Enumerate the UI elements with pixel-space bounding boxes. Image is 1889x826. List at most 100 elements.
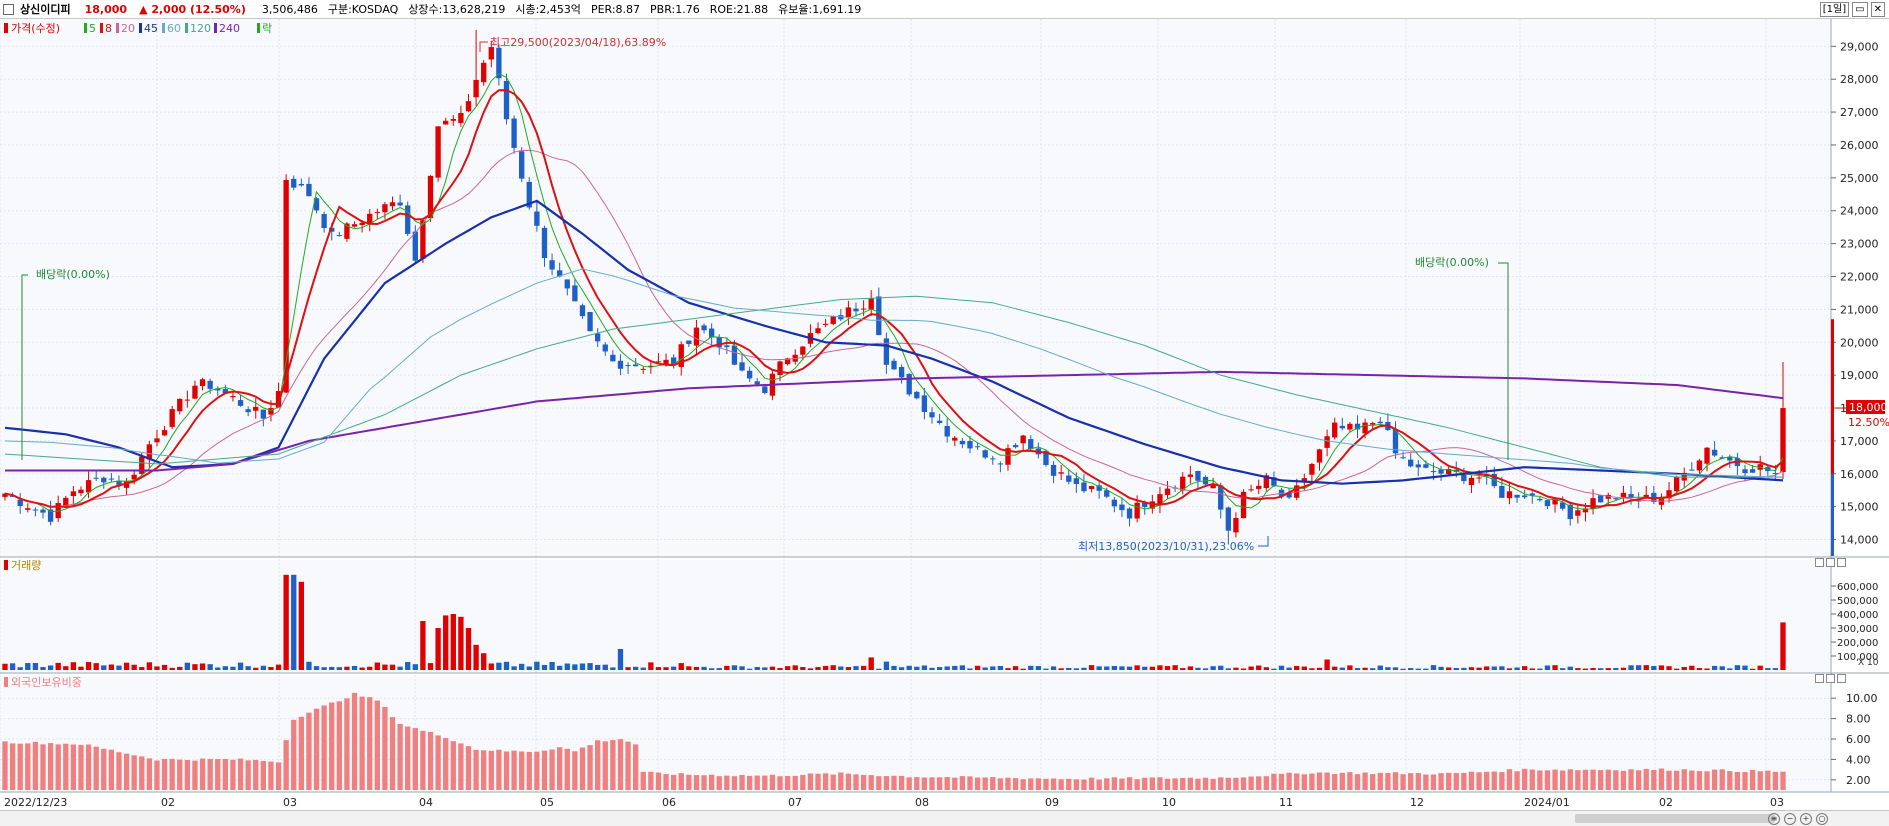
foreign-bar	[1484, 771, 1490, 790]
volume-bar	[1400, 668, 1406, 670]
candle-body	[655, 361, 662, 363]
candle-body	[503, 80, 510, 120]
volume-bar	[1658, 665, 1665, 670]
foreign-bar	[298, 716, 304, 790]
foreign-bar	[762, 775, 768, 790]
foreign-bar	[412, 728, 418, 790]
day-range-bar	[1831, 319, 1834, 543]
horizontal-scrollbar[interactable]: ≡ − + ○	[0, 810, 1889, 826]
zoom-in-icon[interactable]: +	[1800, 812, 1812, 825]
candle-body	[1689, 469, 1695, 471]
legend-price: 가격(수정)	[11, 22, 60, 35]
time-tick-label: 12	[1410, 796, 1424, 809]
candle-body	[1050, 464, 1057, 476]
foreign-maximize-icon[interactable]	[1826, 674, 1835, 683]
volume-bar	[1765, 668, 1771, 670]
candle-body	[602, 344, 608, 352]
foreign-bar	[108, 749, 115, 790]
volume-bar	[245, 666, 251, 670]
foreign-title: 외국인보유비중	[11, 676, 82, 689]
stock-header-bar: 상신이디피 18,000 ▲ 2,000 (12.50%) 3,506,486 …	[0, 0, 1889, 19]
volume-bar	[1088, 665, 1095, 670]
candle-body	[990, 458, 996, 460]
foreign-minimize-icon[interactable]	[1815, 674, 1824, 683]
foreign-bar	[777, 776, 783, 790]
volume-bar	[389, 664, 396, 670]
foreign-bar	[481, 750, 487, 790]
volume-bar	[329, 666, 335, 670]
foreign-bar	[1316, 772, 1323, 790]
foreign-bar	[17, 743, 23, 790]
candle-body	[534, 211, 540, 226]
volume-bar	[1590, 668, 1596, 670]
close-icon[interactable]: ✕	[1870, 2, 1885, 17]
candle-body	[359, 222, 365, 225]
foreign-bar	[116, 752, 122, 790]
volume-bar	[997, 666, 1004, 670]
candle-body	[693, 327, 700, 346]
candle-body	[496, 47, 502, 79]
foreign-bar	[123, 753, 130, 790]
time-tick-label: 06	[662, 796, 676, 809]
volume-bar	[93, 663, 99, 670]
ma5-legend-icon	[84, 23, 87, 33]
candle-body	[161, 430, 168, 436]
volume-bar	[1757, 665, 1763, 670]
volume-bar	[1780, 622, 1786, 670]
volume-bar	[382, 664, 388, 670]
foreign-bar	[1248, 776, 1254, 790]
volume-bar	[648, 662, 654, 670]
period-button[interactable]: [1일]	[1819, 2, 1850, 17]
candle-body	[116, 480, 122, 485]
candle-body	[1142, 502, 1148, 507]
foreign-bar	[640, 771, 646, 790]
candle-body	[131, 474, 137, 480]
volume-maximize-icon[interactable]	[1826, 558, 1835, 567]
chart-area[interactable]: 14,000 15,000 16,000 17,000 18,000 19,000 20,0…	[0, 19, 1889, 810]
foreign-bar	[1028, 778, 1034, 790]
foreign-bar	[1126, 777, 1133, 790]
volume-bar	[541, 664, 548, 670]
minimize-icon[interactable]: ▭	[1852, 2, 1868, 17]
volume-bar	[55, 662, 61, 670]
candle-body	[1377, 421, 1383, 424]
select-checkbox[interactable]	[3, 3, 14, 15]
foreign-bar	[1423, 774, 1429, 790]
foreign-bar	[1164, 778, 1171, 790]
candle-body	[1081, 482, 1087, 492]
candle-body	[405, 205, 411, 234]
candle-body	[1392, 429, 1399, 454]
candle-body	[336, 235, 342, 237]
volume-close-icon[interactable]	[1837, 558, 1846, 567]
foreign-bar	[177, 759, 183, 790]
volume-bar	[1438, 666, 1444, 670]
candle-body	[670, 357, 677, 365]
zoom-out-icon[interactable]: −	[1784, 812, 1796, 825]
volume-bar	[982, 667, 988, 670]
zoom-slider-icon[interactable]: ≡	[1768, 812, 1780, 825]
candle-body	[549, 260, 555, 270]
volume-bar	[359, 667, 365, 670]
foreign-bar	[655, 772, 662, 790]
foreign-bar	[1385, 772, 1391, 790]
candle-body	[1742, 469, 1748, 474]
scrollbar-thumb[interactable]	[1575, 814, 1775, 823]
volume-bar	[1278, 665, 1285, 670]
candle-body	[716, 337, 722, 348]
volume-bar	[70, 662, 77, 670]
foreign-bar	[1559, 770, 1566, 790]
volume-bar	[1704, 668, 1710, 670]
candle-body	[519, 151, 525, 179]
volume-minimize-icon[interactable]	[1815, 558, 1824, 567]
foreign-bar	[458, 743, 464, 790]
candle-body	[1233, 517, 1239, 533]
foreign-close-icon[interactable]	[1837, 674, 1846, 683]
volume-bar	[1484, 666, 1490, 670]
time-tick-label: 07	[788, 796, 802, 809]
foreign-bar	[754, 775, 760, 790]
foreign-bar	[420, 730, 426, 790]
zoom-reset-icon[interactable]: ○	[1816, 812, 1828, 825]
volume-bar	[215, 667, 221, 670]
candle-body	[40, 509, 46, 513]
foreign-bar	[1347, 772, 1353, 790]
